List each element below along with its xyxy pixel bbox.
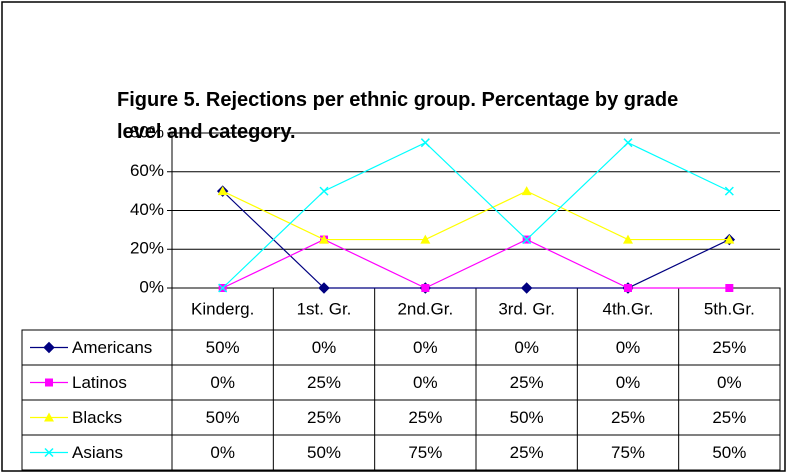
marker — [319, 234, 329, 244]
table-cell: 25% — [510, 373, 544, 392]
table-cell: 50% — [307, 443, 341, 462]
table-cell: 0% — [717, 373, 742, 392]
series-line — [222, 238, 730, 289]
marker — [521, 186, 532, 196]
x-tick-label: 4th.Gr. — [602, 299, 653, 318]
marker — [420, 234, 431, 244]
series-line — [222, 190, 730, 289]
table-cell: 25% — [307, 408, 341, 427]
marker — [724, 234, 735, 244]
marker — [218, 283, 228, 293]
legend-label: Blacks — [72, 408, 122, 427]
table-cell: 50% — [712, 443, 746, 462]
legend-marker — [45, 378, 53, 387]
table-cell: 50% — [510, 408, 544, 427]
table-cell: 25% — [510, 443, 544, 462]
legend-label: Asians — [72, 443, 123, 462]
marker — [318, 282, 330, 294]
table-cell: 75% — [408, 443, 442, 462]
marker — [217, 186, 228, 196]
legend-label: Americans — [72, 338, 152, 357]
legend-marker — [44, 412, 54, 422]
marker — [421, 284, 430, 292]
legend-marker — [44, 447, 54, 458]
y-tick-label: 40% — [130, 200, 164, 219]
table-cell: 0% — [413, 373, 438, 392]
marker — [522, 235, 532, 245]
table-cell: 75% — [611, 443, 645, 462]
table-cell: 0% — [312, 338, 337, 357]
series-line — [222, 141, 730, 289]
legend-marker — [43, 341, 55, 354]
marker — [623, 138, 633, 148]
table-cell: 0% — [210, 443, 235, 462]
x-tick-label: Kinderg. — [191, 299, 254, 318]
table-cell: 50% — [206, 408, 240, 427]
table-cell: 0% — [616, 373, 641, 392]
table-cell: 25% — [712, 408, 746, 427]
table-cell: 0% — [210, 373, 235, 392]
table-cell: 25% — [408, 408, 442, 427]
table-cell: 0% — [514, 338, 539, 357]
x-tick-label: 5th.Gr. — [704, 299, 755, 318]
y-tick-label: 20% — [130, 239, 164, 258]
marker — [520, 282, 533, 294]
marker — [724, 186, 734, 196]
x-tick-label: 1st. Gr. — [297, 299, 352, 318]
x-tick-label: 2nd.Gr. — [397, 299, 453, 318]
x-tick-label: 3rd. Gr. — [498, 299, 555, 318]
table-cell: 0% — [413, 338, 438, 357]
y-tick-label: 80% — [130, 122, 164, 141]
y-tick-label: 60% — [130, 161, 164, 180]
series-line — [222, 190, 730, 241]
table-cell: 25% — [712, 338, 746, 357]
y-tick-label: 0% — [139, 277, 164, 296]
legend-label: Latinos — [72, 373, 127, 392]
chart-title: Figure 5. Rejections per ethnic group. P… — [117, 89, 679, 143]
marker — [725, 284, 734, 292]
table-cell: 25% — [611, 408, 645, 427]
table-cell: 50% — [206, 338, 240, 357]
marker — [420, 138, 430, 148]
table-cell: 25% — [307, 373, 341, 392]
table-cell: 0% — [616, 338, 641, 357]
marker — [624, 284, 632, 292]
marker — [319, 186, 329, 196]
marker — [623, 234, 633, 244]
